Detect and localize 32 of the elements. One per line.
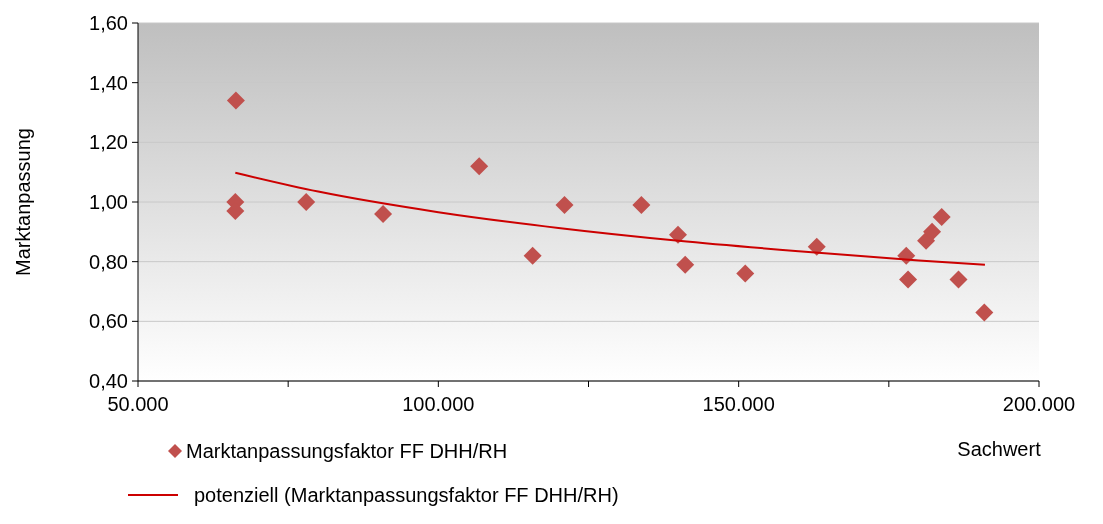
point (899, 270, 918, 289)
point (807, 237, 826, 256)
x-tick-label: 50.000 (107, 393, 169, 415)
y-tick-label: 0,60 (89, 310, 128, 333)
y-tick-label: 1,00 (89, 191, 128, 213)
y-tick-label: 1,40 (89, 71, 128, 94)
point (949, 270, 968, 289)
y-tick-label: 1,20 (89, 131, 128, 154)
point (975, 303, 994, 322)
point (226, 91, 245, 110)
point (374, 204, 393, 223)
point (932, 207, 951, 226)
y-tick-label: 1,60 (89, 12, 128, 34)
y-tick-label: 0,80 (89, 250, 128, 273)
point (555, 195, 574, 214)
x-tick-label: 200.000 (1002, 393, 1076, 415)
y-axis-title: Marktanpassung (12, 128, 34, 276)
point (523, 246, 542, 265)
point (470, 157, 489, 176)
point (923, 222, 942, 241)
point (632, 195, 651, 214)
point (676, 255, 695, 274)
x-tick-label: 100.000 (402, 393, 475, 415)
line-series (234, 171, 986, 266)
point (297, 193, 316, 211)
legend-label: potenziell (Marktanpassungsfaktor FF DHH/RH) (194, 484, 619, 506)
point (669, 225, 687, 244)
point (736, 264, 755, 283)
x-axis-title: Sachwert (957, 438, 1042, 460)
x-tick-label: 150.000 (702, 393, 775, 415)
legend-label: Marktanpassungsfaktor FF DHH/RH (186, 440, 508, 462)
y-tick-label: 0,40 (89, 370, 128, 392)
